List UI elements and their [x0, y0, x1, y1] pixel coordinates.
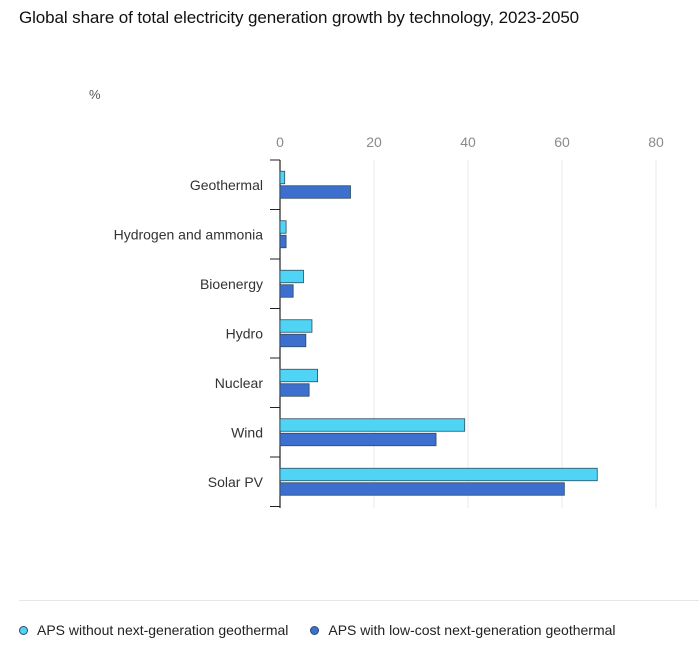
- legend-dot-icon: [310, 625, 320, 635]
- category-label: Solar PV: [208, 474, 264, 490]
- x-tick-label: 40: [460, 134, 476, 150]
- chart-title: Global share of total electricity genera…: [19, 8, 580, 27]
- bar-with-nextgen[interactable]: [279, 383, 310, 397]
- bar-without-nextgen[interactable]: [279, 220, 287, 234]
- legend-label-series-2: APS with low-cost next-generation geothe…: [328, 622, 616, 638]
- legend-item-series-1[interactable]: APS without next-generation geothermal: [19, 622, 288, 638]
- bar-with-nextgen[interactable]: [279, 185, 351, 199]
- bar-without-nextgen[interactable]: [279, 269, 304, 284]
- bar-without-nextgen[interactable]: [279, 368, 318, 383]
- bar-with-nextgen[interactable]: [279, 482, 565, 496]
- bar-with-nextgen[interactable]: [279, 234, 287, 249]
- bar-without-nextgen[interactable]: [279, 467, 598, 482]
- category-label: Nuclear: [215, 375, 264, 391]
- legend-divider: [19, 600, 699, 601]
- legend-label-series-1: APS without next-generation geothermal: [37, 622, 289, 638]
- category-label: Hydrogen and ammonia: [114, 226, 264, 242]
- bar-without-nextgen[interactable]: [279, 170, 286, 185]
- category-label: Hydro: [226, 325, 264, 341]
- x-tick-label: 20: [366, 134, 382, 150]
- category-label: Bioenergy: [200, 276, 263, 292]
- category-label: Geothermal: [190, 177, 263, 193]
- bar-with-nextgen[interactable]: [279, 284, 294, 298]
- x-tick-label: 80: [648, 134, 664, 150]
- x-tick-label: 0: [276, 134, 284, 150]
- bar-without-nextgen[interactable]: [279, 319, 313, 333]
- bar-with-nextgen[interactable]: [279, 333, 307, 348]
- legend-dot-icon: [19, 625, 28, 635]
- legend: APS without next-generation geothermal A…: [19, 620, 638, 640]
- unit-label: %: [89, 87, 101, 102]
- category-label: Wind: [231, 424, 263, 440]
- x-tick-label: 60: [554, 134, 570, 150]
- bar-with-nextgen[interactable]: [279, 432, 437, 447]
- legend-item-series-2[interactable]: APS with low-cost next-generation geothe…: [310, 622, 616, 638]
- bar-chart: 0 20 40 60 80 Geothermal Hydrogen and ammonia B…: [114, 134, 664, 508]
- bar-without-nextgen[interactable]: [279, 418, 466, 432]
